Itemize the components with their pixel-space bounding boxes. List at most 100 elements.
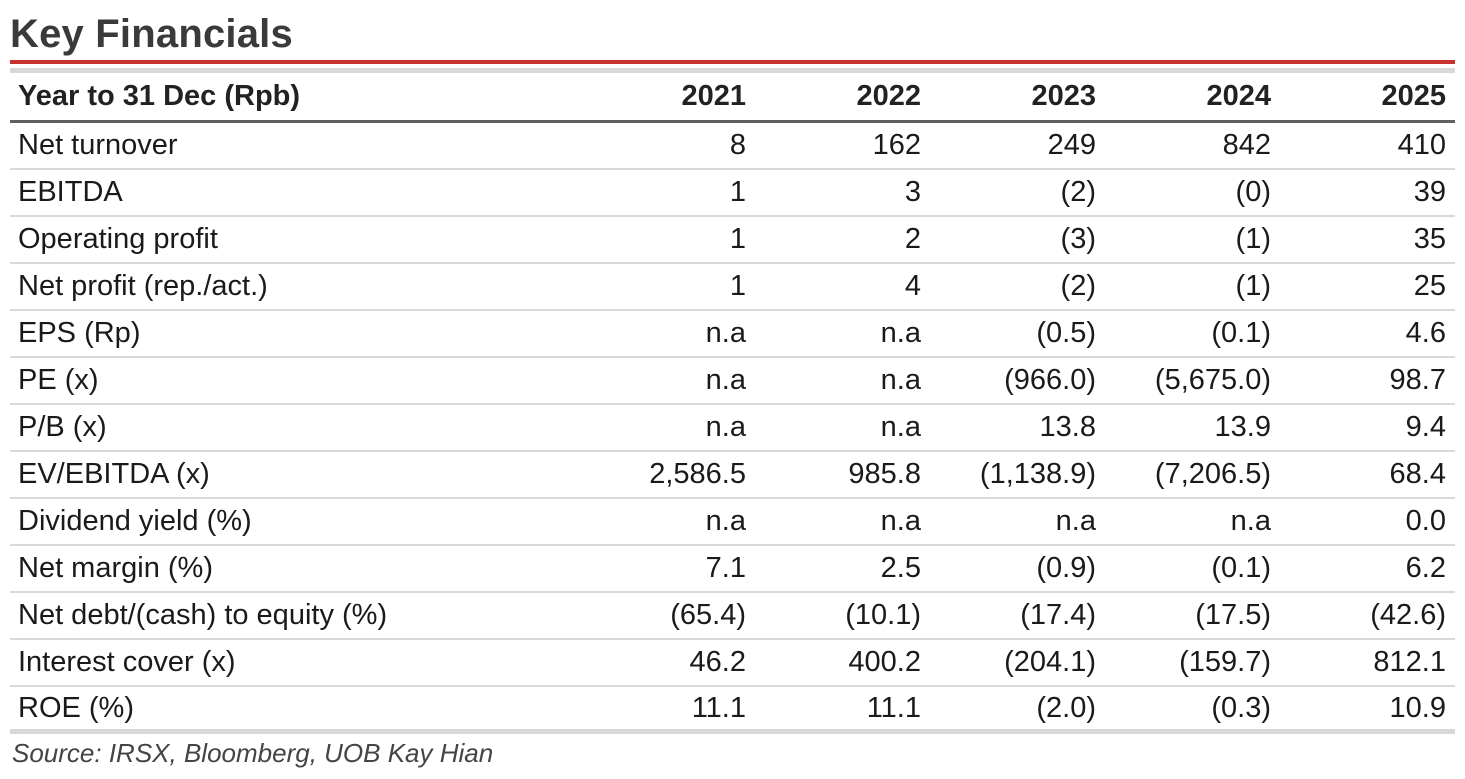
row-label: PE (x) xyxy=(18,364,99,396)
row-value: n.a xyxy=(1230,505,1271,537)
row-value: 1 xyxy=(729,176,746,208)
table-header-row: Year to 31 Dec (Rpb) 2021 2022 2023 2024… xyxy=(10,73,1455,123)
table-row: Net profit (rep./act.) 1 4 (2) (1) 25 xyxy=(10,264,1455,311)
header-year: 2022 xyxy=(856,80,921,112)
row-label: Interest cover (x) xyxy=(18,646,236,678)
row-value: 68.4 xyxy=(1389,458,1446,490)
row-label: Dividend yield (%) xyxy=(18,505,252,537)
row-value: (159.7) xyxy=(1179,646,1271,678)
row-value: 25 xyxy=(1413,270,1446,302)
header-label: Year to 31 Dec (Rpb) xyxy=(18,80,301,112)
row-value: 2,586.5 xyxy=(649,458,746,490)
row-label: P/B (x) xyxy=(18,411,107,443)
row-value: 46.2 xyxy=(689,646,746,678)
row-value: 4.6 xyxy=(1405,317,1446,349)
source-note: Source: IRSX, Bloomberg, UOB Kay Hian xyxy=(12,738,494,768)
header-year: 2023 xyxy=(1031,80,1096,112)
row-value: 249 xyxy=(1047,129,1096,161)
row-value: (0.5) xyxy=(1036,317,1096,349)
row-label: EBITDA xyxy=(18,176,123,208)
row-value: (65.4) xyxy=(670,599,746,631)
row-value: 0.0 xyxy=(1405,505,1446,537)
row-value: 7.1 xyxy=(705,552,746,584)
row-label: Net debt/(cash) to equity (%) xyxy=(18,599,388,631)
row-value: (42.6) xyxy=(1370,599,1446,631)
key-financials-table: Year to 31 Dec (Rpb) 2021 2022 2023 2024… xyxy=(10,73,1455,734)
table-row: ROE (%) 11.1 11.1 (2.0) (0.3) 10.9 xyxy=(10,687,1455,734)
row-value: (0.3) xyxy=(1211,691,1271,724)
row-value: 1 xyxy=(729,223,746,255)
header-year: 2024 xyxy=(1206,80,1271,112)
table-row: Interest cover (x) 46.2 400.2 (204.1) (159.7… xyxy=(10,640,1455,687)
row-value: (0) xyxy=(1235,176,1271,208)
row-value: n.a xyxy=(705,411,746,443)
table-body: Net turnover 8 162 249 842 410 EBITDA 1 3 (2) (0) 3… xyxy=(10,123,1455,734)
row-label: EV/EBITDA (x) xyxy=(18,458,210,490)
row-value: 162 xyxy=(872,129,921,161)
row-value: n.a xyxy=(705,317,746,349)
row-value: (2.0) xyxy=(1036,691,1096,724)
table-row: Dividend yield (%) n.a n.a n.a n.a 0.0 xyxy=(10,499,1455,546)
table-top-rule xyxy=(10,68,1455,73)
row-value: (17.5) xyxy=(1195,599,1271,631)
row-value: 985.8 xyxy=(848,458,921,490)
row-value: 39 xyxy=(1413,176,1446,208)
row-value: 11.1 xyxy=(866,691,921,724)
table-row: Operating profit 1 2 (3) (1) 35 xyxy=(10,217,1455,264)
row-label: Net margin (%) xyxy=(18,552,213,584)
row-value: (966.0) xyxy=(1004,364,1096,396)
row-label: EPS (Rp) xyxy=(18,317,141,349)
row-value: n.a xyxy=(880,411,921,443)
table-row: Net margin (%) 7.1 2.5 (0.9) (0.1) 6.2 xyxy=(10,546,1455,593)
row-value: n.a xyxy=(705,364,746,396)
row-value: 842 xyxy=(1222,129,1271,161)
page-title: Key Financials xyxy=(10,12,293,56)
row-value: (0.1) xyxy=(1211,552,1271,584)
row-value: (2) xyxy=(1060,270,1096,302)
row-value: 2.5 xyxy=(880,552,921,584)
row-value: (7,206.5) xyxy=(1154,458,1271,490)
row-value: 400.2 xyxy=(848,646,921,678)
row-value: (1) xyxy=(1235,270,1271,302)
header-year: 2021 xyxy=(681,80,746,112)
row-value: (5,675.0) xyxy=(1154,364,1271,396)
row-label: Net turnover xyxy=(18,129,178,161)
row-value: 13.8 xyxy=(1039,411,1096,443)
header-year: 2025 xyxy=(1381,80,1446,112)
title-accent-rule xyxy=(10,60,1455,64)
row-value: 35 xyxy=(1413,223,1446,255)
table-row: EBITDA 1 3 (2) (0) 39 xyxy=(10,170,1455,217)
row-value: (3) xyxy=(1060,223,1096,255)
table-row: EPS (Rp) n.a n.a (0.5) (0.1) 4.6 xyxy=(10,311,1455,358)
table-row: Net debt/(cash) to equity (%) (65.4) (10.1… xyxy=(10,593,1455,640)
row-value: n.a xyxy=(705,505,746,537)
row-value: 13.9 xyxy=(1214,411,1271,443)
row-value: (17.4) xyxy=(1020,599,1096,631)
row-label: ROE (%) xyxy=(18,691,134,724)
row-value: (10.1) xyxy=(845,599,921,631)
row-value: 1 xyxy=(729,270,746,302)
row-value: 6.2 xyxy=(1405,552,1446,584)
row-value: n.a xyxy=(880,505,921,537)
row-value: 8 xyxy=(729,129,746,161)
table-row: P/B (x) n.a n.a 13.8 13.9 9.4 xyxy=(10,405,1455,452)
table-row: PE (x) n.a n.a (966.0) (5,675.0) 98.7 xyxy=(10,358,1455,405)
row-value: (1,138.9) xyxy=(979,458,1096,490)
table-row: EV/EBITDA (x) 2,586.5 985.8 (1,138.9) (7,206… xyxy=(10,452,1455,499)
row-value: (0.1) xyxy=(1211,317,1271,349)
row-value: 4 xyxy=(904,270,921,302)
row-value: 3 xyxy=(904,176,921,208)
row-value: 2 xyxy=(904,223,921,255)
row-value: n.a xyxy=(880,364,921,396)
row-value: n.a xyxy=(1055,505,1096,537)
row-value: 9.4 xyxy=(1405,411,1446,443)
row-value: (1) xyxy=(1235,223,1271,255)
row-value: 11.1 xyxy=(691,691,746,724)
row-value: 812.1 xyxy=(1373,646,1446,678)
row-value: (2) xyxy=(1060,176,1096,208)
table-row: Net turnover 8 162 249 842 410 xyxy=(10,123,1455,170)
row-label: Operating profit xyxy=(18,223,218,255)
row-value: 10.9 xyxy=(1389,691,1446,724)
row-value: (0.9) xyxy=(1036,552,1096,584)
row-value: (204.1) xyxy=(1004,646,1096,678)
